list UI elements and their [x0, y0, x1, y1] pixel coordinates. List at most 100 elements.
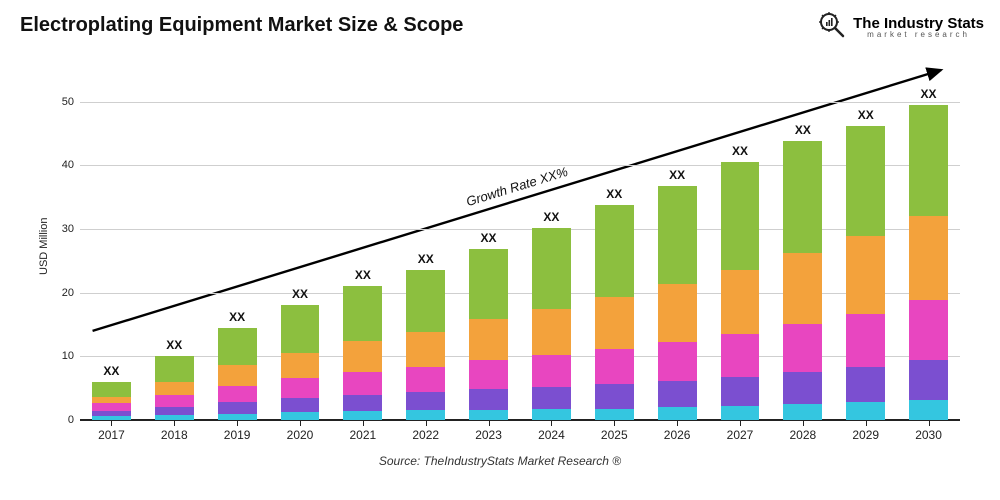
bar: XX [406, 70, 445, 420]
bar: XX [92, 70, 131, 420]
gridline [80, 229, 960, 230]
bar-segment [281, 353, 320, 378]
bar: XX [532, 70, 571, 420]
y-tick-label: 40 [62, 159, 80, 171]
bar-segment [595, 349, 634, 385]
bar-segment [469, 410, 508, 420]
brand-logo-sub: market research [853, 31, 984, 39]
bar-segment [218, 402, 257, 413]
bar-segment [846, 314, 885, 367]
y-tick-label: 20 [62, 287, 80, 299]
chart-title: Electroplating Equipment Market Size & S… [20, 14, 463, 37]
bar-segment [281, 398, 320, 412]
bar-segment [155, 407, 194, 415]
gridline [80, 420, 960, 421]
brand-logo-text: The Industry Stats market research [853, 16, 984, 39]
bar-segment [469, 389, 508, 409]
chart-container: { "title": { "text": "Electroplating Equ… [0, 0, 1000, 500]
bar-segment [532, 387, 571, 409]
bar-segment [783, 404, 822, 420]
bar-segment [721, 270, 760, 334]
gear-magnifier-icon [817, 10, 847, 45]
brand-logo: The Industry Stats market research [817, 10, 984, 45]
bar-value-label: XX [606, 187, 622, 201]
bar-segment [92, 416, 131, 420]
x-tick-label: 2018 [161, 420, 188, 442]
bar: XX [281, 70, 320, 420]
bar-segment [658, 407, 697, 420]
bar-value-label: XX [669, 168, 685, 182]
x-tick-label: 2030 [915, 420, 942, 442]
gridline [80, 165, 960, 166]
bar-segment [218, 328, 257, 365]
bar-segment [281, 305, 320, 352]
bar-segment [595, 384, 634, 408]
y-tick-label: 50 [62, 96, 80, 108]
x-tick-label: 2023 [475, 420, 502, 442]
source-caption: Source: TheIndustryStats Market Research… [379, 454, 621, 468]
bar-segment [406, 367, 445, 392]
bar-segment [469, 360, 508, 389]
x-tick-label: 2019 [224, 420, 251, 442]
bar-segment [595, 409, 634, 420]
bar-segment [155, 382, 194, 395]
bar-segment [846, 126, 885, 236]
bar-segment [595, 205, 634, 297]
y-tick-label: 30 [62, 223, 80, 235]
brand-logo-main: The Industry Stats [853, 16, 984, 31]
x-tick-label: 2022 [412, 420, 439, 442]
x-tick-label: 2021 [349, 420, 376, 442]
bar-value-label: XX [292, 287, 308, 301]
bar-segment [92, 397, 131, 403]
bar-segment [783, 372, 822, 404]
bar-value-label: XX [481, 231, 497, 245]
gridline [80, 356, 960, 357]
y-tick-label: 10 [62, 350, 80, 362]
bar-segment [532, 409, 571, 420]
bar-segment [721, 162, 760, 270]
gridline [80, 293, 960, 294]
bar-segment [846, 367, 885, 402]
bar-segment [783, 253, 822, 324]
bar-segment [92, 403, 131, 411]
bar: XX [783, 70, 822, 420]
y-axis-label: USD Million [38, 218, 50, 275]
bar-segment [658, 381, 697, 407]
bar-segment [343, 286, 382, 341]
bar-segment [846, 402, 885, 420]
x-tick-label: 2025 [601, 420, 628, 442]
bar-value-label: XX [732, 144, 748, 158]
bar-value-label: XX [795, 123, 811, 137]
x-tick-label: 2017 [98, 420, 125, 442]
bar-segment [218, 386, 257, 403]
bar-segment [406, 392, 445, 410]
bar: XX [846, 70, 885, 420]
bar-segment [343, 372, 382, 395]
x-tick-label: 2028 [789, 420, 816, 442]
bar-segment [658, 284, 697, 341]
bar-segment [909, 300, 948, 360]
bar-value-label: XX [229, 310, 245, 324]
x-tick-label: 2027 [727, 420, 754, 442]
bar-segment [909, 216, 948, 300]
bar-value-label: XX [543, 210, 559, 224]
bar-segment [595, 297, 634, 349]
bar-segment [469, 249, 508, 319]
bar-segment [343, 341, 382, 372]
bar-segment [406, 332, 445, 367]
bar-segment [532, 309, 571, 355]
bar-segment [909, 400, 948, 420]
growth-arrow [80, 70, 960, 420]
x-tick-label: 2024 [538, 420, 565, 442]
bar-segment [532, 355, 571, 387]
gridline [80, 102, 960, 103]
bar-segment [909, 105, 948, 216]
x-tick-label: 2020 [287, 420, 314, 442]
x-tick-label: 2026 [664, 420, 691, 442]
x-tick-label: 2029 [852, 420, 879, 442]
bar-value-label: XX [355, 268, 371, 282]
bar-segment [92, 382, 131, 397]
bar-segment [721, 406, 760, 420]
bar-segment [721, 334, 760, 377]
bar-segment [721, 377, 760, 406]
